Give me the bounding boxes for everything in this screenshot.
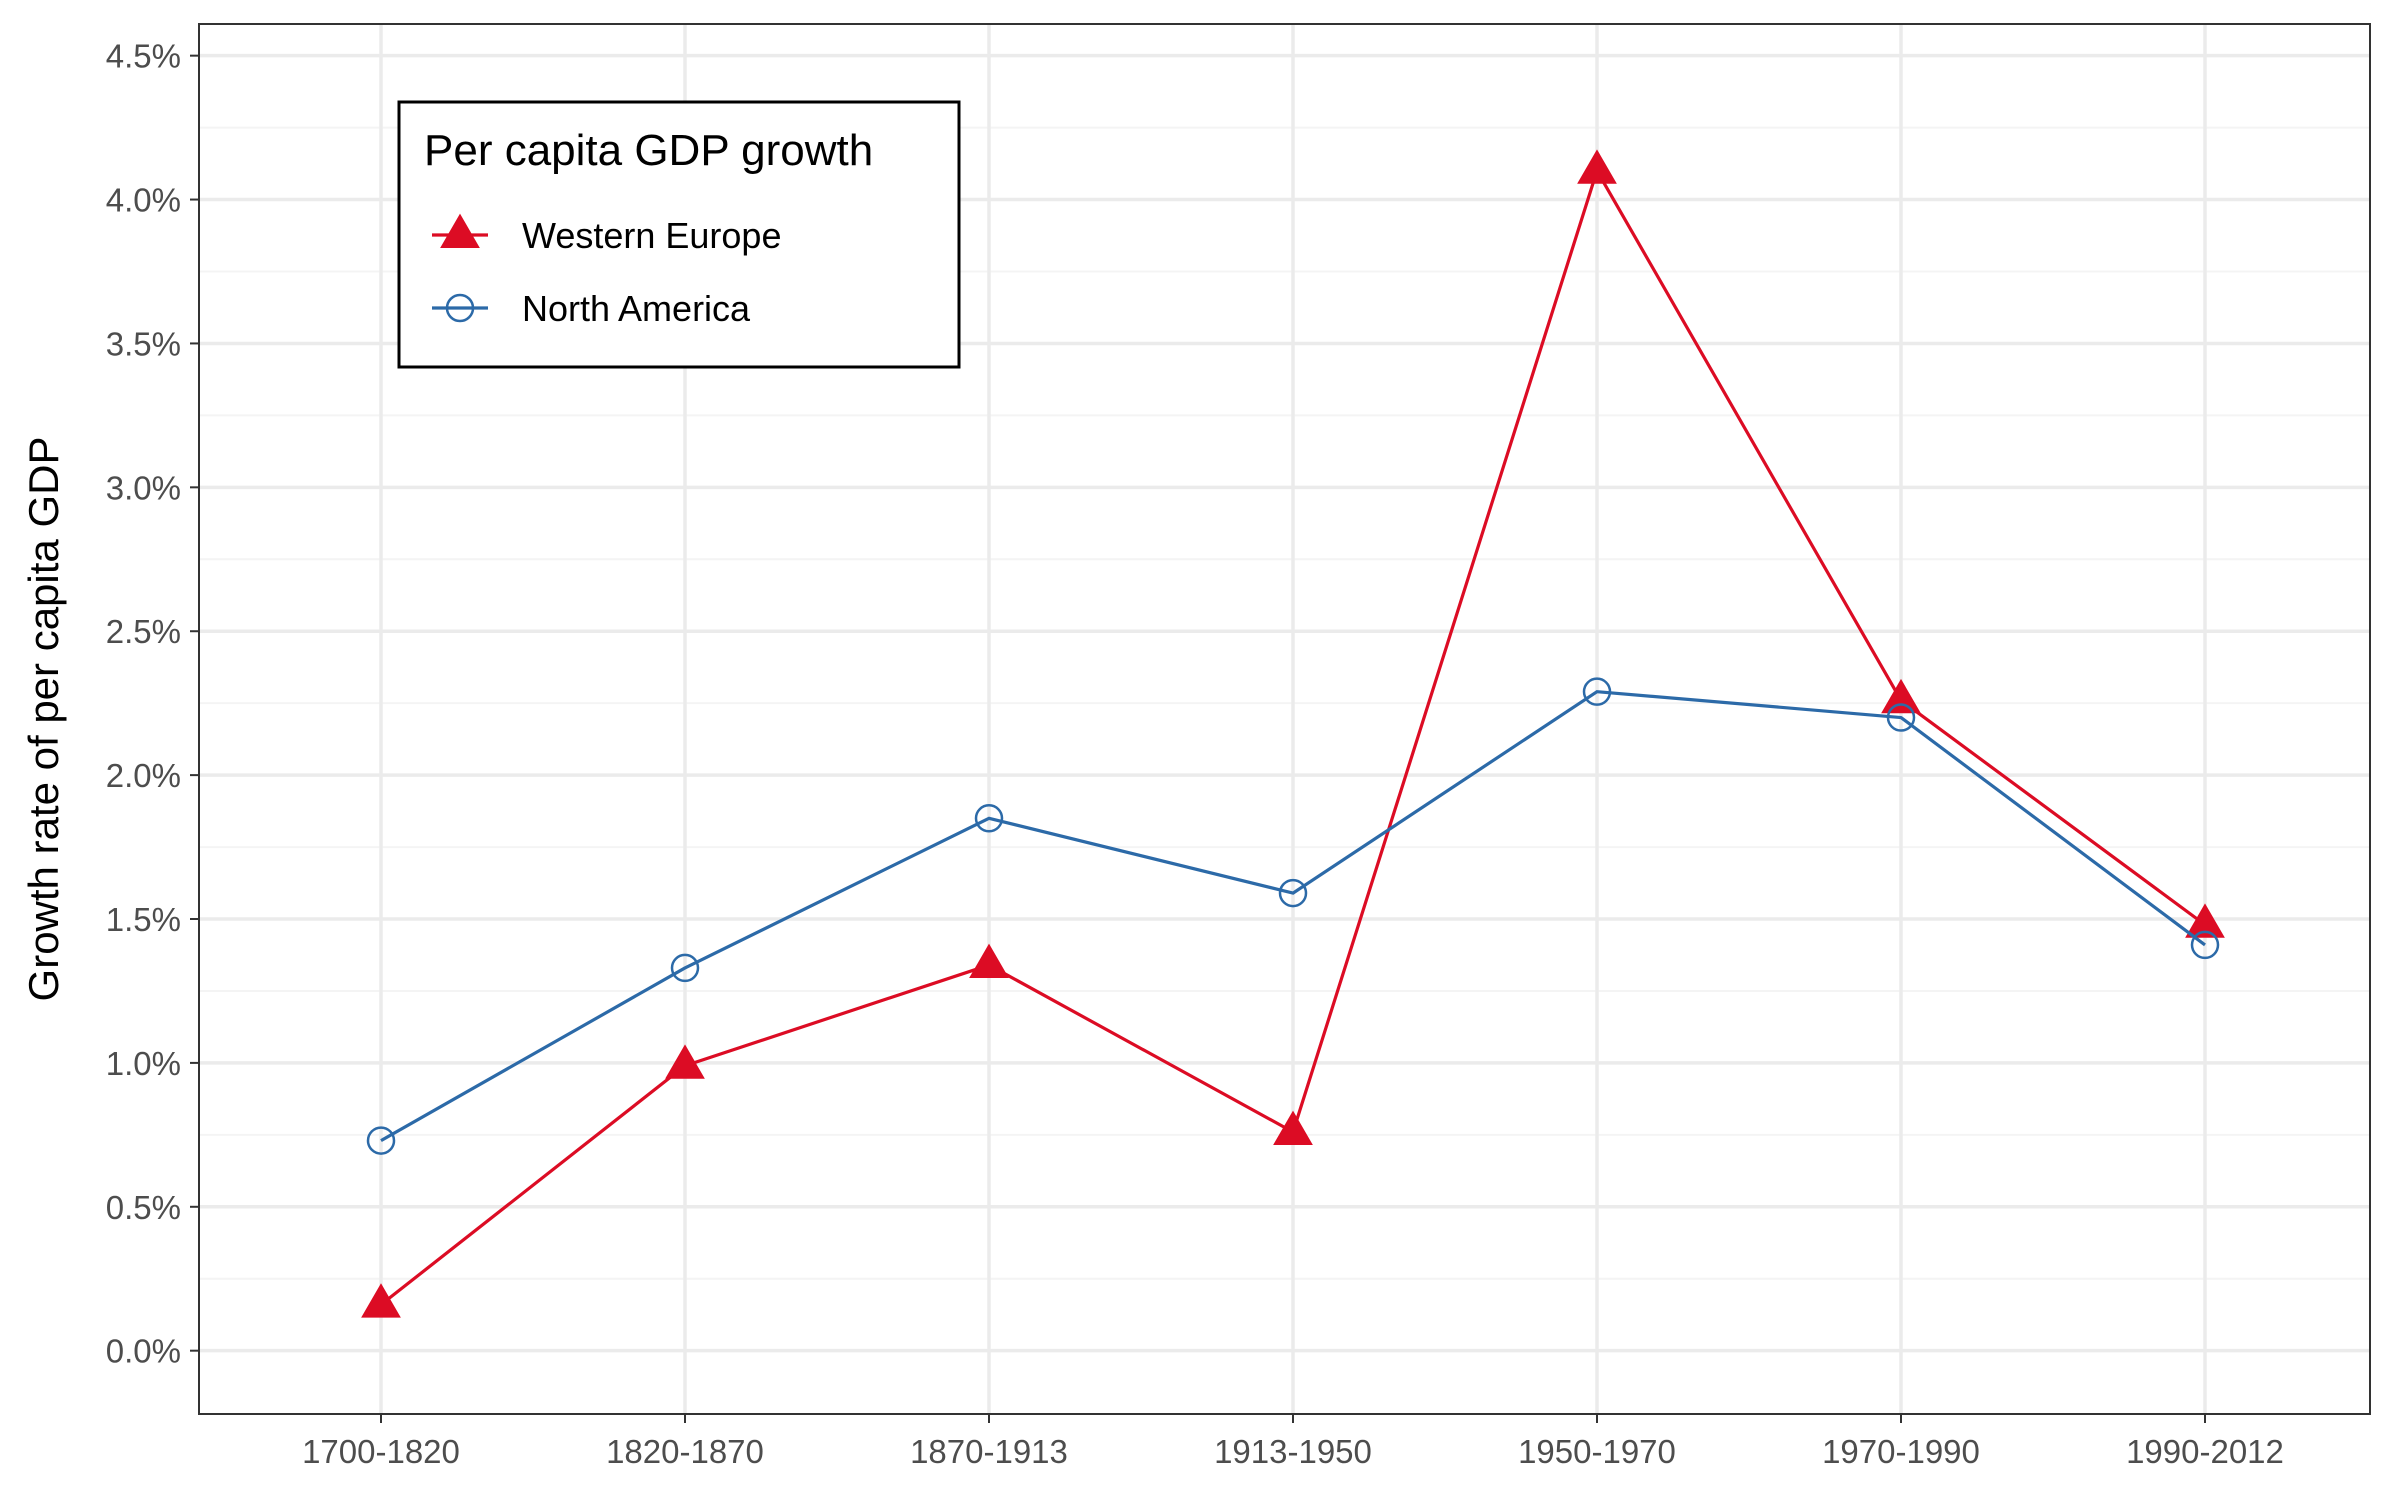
x-tick-label: 1990-2012 — [2126, 1433, 2284, 1470]
x-tick-label: 1700-1820 — [302, 1433, 460, 1470]
y-tick-label: 0.0% — [106, 1333, 181, 1370]
panel-border — [198, 23, 2371, 1415]
legend-item-north-america: North America — [432, 288, 751, 329]
data-point-western-europe — [969, 943, 1009, 979]
y-tick-label: 0.5% — [106, 1189, 181, 1226]
x-tick-label: 1913-1950 — [1214, 1433, 1372, 1470]
y-tick-label: 1.0% — [106, 1045, 181, 1082]
data-point-western-europe — [1577, 149, 1617, 184]
x-tick-label: 1970-1990 — [1822, 1433, 1980, 1470]
legend: Per capita GDP growth Western Europe Nort… — [397, 100, 961, 369]
data-point-north-america — [1886, 703, 1916, 732]
y-tick-label: 2.5% — [106, 613, 181, 650]
data-point-north-america — [974, 804, 1004, 833]
legend-marker-western-europe — [440, 213, 480, 249]
y-axis-title: Growth rate of per capita GDP — [20, 437, 67, 1002]
y-tick-label: 3.0% — [106, 469, 181, 506]
y-tick-label: 4.5% — [106, 38, 181, 75]
data-point-western-europe — [1881, 678, 1921, 714]
legend-marker-north-america — [445, 293, 475, 323]
data-point-western-europe — [1273, 1110, 1313, 1145]
x-tick-label: 1820-1870 — [606, 1433, 764, 1470]
data-point-north-america — [366, 1126, 396, 1155]
legend-label-north-america: North America — [522, 288, 751, 329]
data-point-western-europe — [2185, 903, 2225, 938]
data-point-north-america — [1582, 677, 1612, 706]
axis-layer: 0.0% 0.5% 1.0% 1.5% 2.0% 2.5% 3.0% 3.5% 4.0% 4.5%… — [106, 38, 2284, 1470]
y-tick-label: 1.5% — [106, 901, 181, 938]
series-line-north-america — [380, 690, 2206, 1142]
legend-title: Per capita GDP growth — [424, 126, 873, 175]
series-western-europe — [361, 149, 2225, 1318]
data-point-north-america — [1278, 878, 1308, 908]
legend-label-western-europe: Western Europe — [522, 215, 781, 256]
series-layer — [361, 149, 2225, 1318]
y-tick-label: 4.0% — [106, 182, 181, 219]
legend-box — [397, 100, 961, 369]
legend-item-western-europe: Western Europe — [432, 213, 781, 256]
data-point-western-europe — [361, 1283, 401, 1318]
y-tick-label: 2.0% — [106, 757, 181, 794]
data-point-north-america — [670, 953, 700, 983]
x-tick-label: 1950-1970 — [1518, 1433, 1676, 1470]
x-tick-label: 1870-1913 — [910, 1433, 1068, 1470]
series-north-america — [366, 677, 2220, 1155]
legend-items: Western Europe North America — [432, 213, 781, 329]
data-point-north-america — [2190, 930, 2220, 960]
y-tick-label: 3.5% — [106, 325, 181, 362]
data-point-western-europe — [665, 1044, 705, 1079]
